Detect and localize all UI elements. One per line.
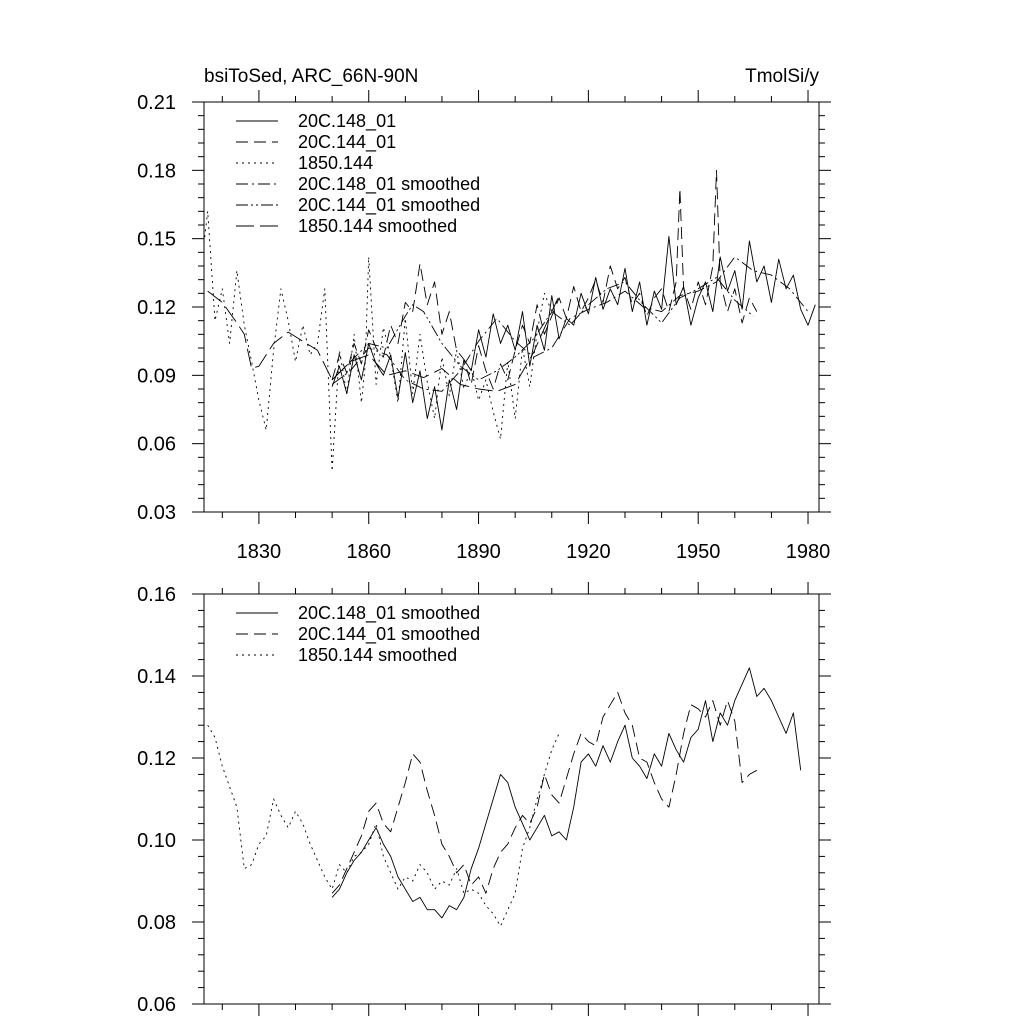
series-line-1 [331, 235, 816, 431]
y-tick-label: 0.18 [137, 160, 176, 182]
series-line-1 [331, 667, 802, 919]
top-series-group [203, 169, 816, 472]
y-tick-label: 0.08 [137, 912, 176, 934]
x-tick-label: 1950 [676, 541, 721, 563]
legend-label: 1850.144 smoothed [298, 645, 457, 665]
legend-label: 20C.144_01 [298, 132, 396, 153]
bottom-panel: 0.06 0.08 0.10 0.12 0.14 0.16 20C.148_01 smoo… [137, 582, 831, 1016]
series-line-5 [331, 276, 754, 381]
legend-label: 1850.144 [298, 153, 373, 173]
y-tick-label: 0.14 [137, 666, 176, 688]
bottom-plot-frame [203, 593, 820, 1005]
legend-label: 1850.144 smoothed [298, 216, 457, 236]
x-tick-label: 1980 [786, 541, 831, 563]
units-label: TmolSi/y [745, 66, 819, 87]
y-tick-label: 0.03 [137, 502, 176, 524]
y-tick-label: 0.21 [137, 92, 176, 114]
top-panel: bsiToSed, ARC_66N-90N TmolSi/y 0.030.060… [137, 66, 831, 563]
top-plot-frame [203, 101, 820, 513]
y-tick-label: 0.12 [137, 297, 176, 319]
x-tick-label: 1860 [346, 541, 391, 563]
x-tick-label: 1920 [566, 541, 611, 563]
bottom-axis-ticks: 0.06 0.08 0.10 0.12 0.14 0.16 [137, 582, 831, 1016]
top-axis-ticks: 0.03 0.06 0.09 0.12 0.15 0.18 0.21 1830 1860 1890… [137, 90, 831, 563]
y-tick-label: 0.15 [137, 229, 176, 251]
series-line-3 [207, 724, 560, 927]
legend-label: 20C.148_01 smoothed [298, 603, 480, 624]
y-tick-label: 0.12 [137, 748, 176, 770]
legend-label: 20C.144_01 smoothed [298, 195, 480, 216]
series-line-2 [331, 169, 758, 390]
series-line-4 [331, 256, 809, 392]
x-tick-label: 1890 [456, 541, 501, 563]
y-tick-label: 0.06 [137, 434, 176, 456]
chart-title: bsiToSed, ARC_66N-90N [204, 66, 418, 87]
y-tick-label: 0.09 [137, 365, 176, 387]
legend-label: 20C.148_01 smoothed [298, 174, 480, 195]
legend-label: 20C.144_01 smoothed [298, 624, 480, 645]
x-tick-label: 1830 [237, 541, 282, 563]
series-line-3 [203, 210, 560, 472]
y-tick-label: 0.10 [137, 830, 176, 852]
series-line-2 [331, 691, 758, 894]
y-tick-label: 0.06 [137, 994, 176, 1016]
y-tick-label: 0.16 [137, 584, 176, 606]
bottom-series-group [207, 667, 802, 927]
series-line-6 [207, 290, 560, 392]
legend-label: 20C.148_01 [298, 111, 396, 132]
